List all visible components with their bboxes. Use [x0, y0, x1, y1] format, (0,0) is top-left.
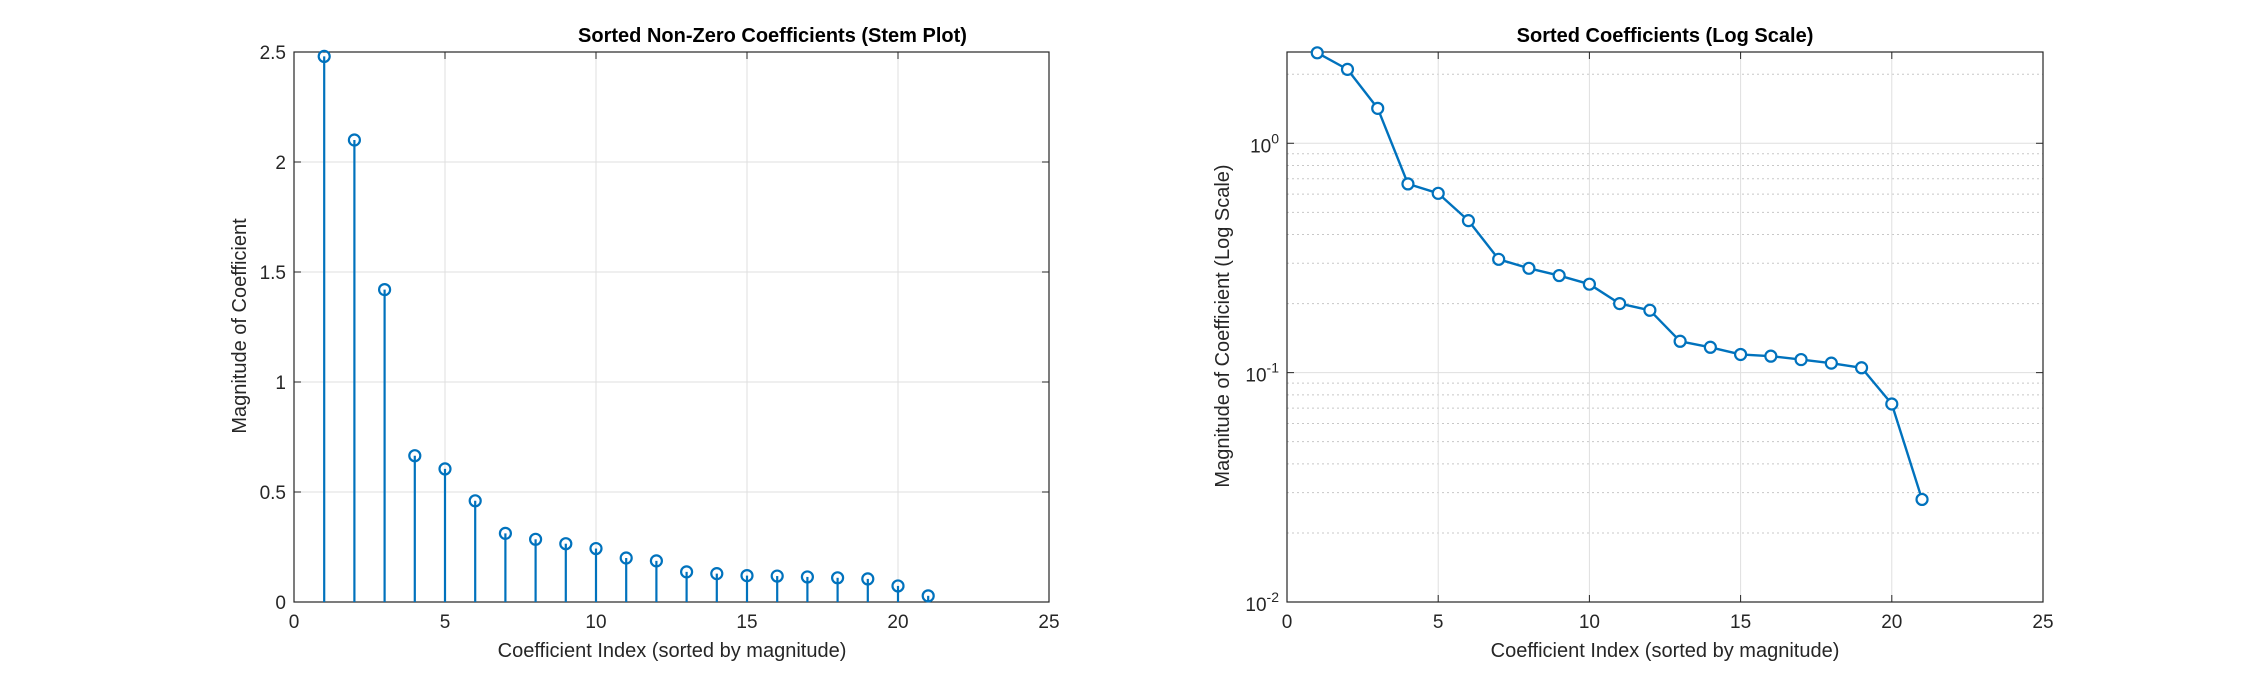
line-marker [1371, 101, 1385, 115]
stem-marker [559, 537, 573, 551]
stem-plot-y-tick-label: 0.5 [260, 483, 286, 504]
stem-marker [861, 572, 875, 586]
log-plot-x-tick-label: 25 [2032, 612, 2053, 633]
line-marker [1522, 261, 1536, 275]
stem-plot-y-label: Magnitude of Coefficient [229, 218, 251, 434]
stem-plot-x-tick-label: 25 [1038, 612, 1059, 633]
stem-plot-x-tick-label: 10 [585, 612, 606, 633]
stem-plot-x-label: Coefficient Index (sorted by magnitude) [498, 640, 847, 662]
stem-plot-plot-area [294, 52, 1049, 602]
stem-plot-x-tick-label: 5 [440, 612, 451, 633]
stem-plot-x-tick-label: 0 [289, 612, 300, 633]
stem-plot-x-tick-label: 20 [887, 612, 908, 633]
stem-marker [830, 571, 845, 585]
log-plot-x-tick-label: 0 [1282, 612, 1293, 633]
log-plot-y-tick-base: 10 [1250, 136, 1271, 157]
stem-plot-title: Sorted Non-Zero Coefficients (Stem Plot) [578, 25, 967, 47]
log-plot-title: Sorted Coefficients (Log Scale) [1517, 25, 1814, 47]
stem-marker [589, 541, 603, 556]
log-plot-y-tick-label: 10-2 [1245, 589, 1279, 616]
stem-marker [649, 554, 664, 568]
stem-marker [800, 570, 815, 584]
log-plot-x-tick-label: 5 [1433, 612, 1444, 633]
log-plot-y-tick-label: 10-1 [1245, 360, 1279, 387]
line-marker [1733, 347, 1748, 362]
line-marker [1854, 361, 1869, 375]
stem-plot-y-tick-label: 0 [275, 593, 286, 614]
line-marker [1552, 268, 1566, 283]
line-marker [1703, 340, 1717, 354]
line-marker [1885, 397, 1899, 411]
log-plot-y-label: Magnitude of Coefficient (Log Scale) [1212, 164, 1234, 487]
line-marker [1310, 46, 1324, 60]
log-plot-y-tick-exponent: -1 [1267, 360, 1280, 376]
log-plot-y-tick-base: 10 [1245, 366, 1266, 387]
stem-plot-y-tick-label: 2 [275, 153, 286, 174]
line-marker [1582, 277, 1597, 291]
log-plot-y-tick-exponent: -2 [1267, 589, 1280, 605]
line-marker [1401, 177, 1415, 191]
log-plot-x-tick-label: 10 [1579, 612, 1600, 633]
log-plot-x-tick-label: 15 [1730, 612, 1751, 633]
line-marker [1915, 492, 1929, 507]
stem-plot-axes-box [293, 51, 1050, 603]
stem-marker [619, 551, 633, 565]
stem-marker [770, 569, 784, 583]
stem-marker [378, 283, 392, 297]
stem-plot-y-tick-label: 2.5 [260, 43, 286, 64]
stem-marker [740, 568, 754, 583]
line-marker [1673, 334, 1687, 348]
stem-marker [921, 589, 935, 603]
stem-marker [498, 526, 512, 540]
log-plot-y-tick-base: 10 [1245, 595, 1266, 616]
stem-plot-x-tick-label: 15 [736, 612, 757, 633]
stem-marker [528, 532, 543, 546]
stem-marker [408, 449, 422, 463]
stem-plot-y-tick-label: 1.5 [260, 263, 286, 284]
line-marker [1461, 214, 1476, 228]
stem-marker [347, 133, 361, 147]
log-plot-axes-box [1286, 51, 2044, 603]
line-marker [1340, 62, 1355, 76]
stem-marker [679, 565, 694, 579]
line-marker [1824, 356, 1838, 370]
line-marker [1492, 252, 1506, 266]
log-plot-x-tick-label: 20 [1881, 612, 1902, 633]
line-marker [1643, 303, 1657, 317]
stem-marker [438, 462, 452, 476]
stem-marker [468, 494, 482, 508]
line-marker [1764, 349, 1778, 363]
log-plot-y-tick-label: 100 [1250, 130, 1279, 157]
line-marker [1794, 352, 1808, 367]
line-marker [1431, 186, 1445, 200]
log-plot-y-tick-exponent: 0 [1271, 130, 1279, 146]
stem-marker [710, 567, 724, 581]
stem-plot-y-tick-label: 1 [275, 373, 286, 394]
stem-marker [891, 579, 905, 593]
log-plot-x-label: Coefficient Index (sorted by magnitude) [1491, 640, 1840, 662]
stem-plot-axes: 0 5 10 15 20 25 0 0.5 1 1.5 2 2.5 Sorted Non-Zero Co… [229, 25, 1060, 662]
stem-marker [317, 49, 331, 64]
line-marker [1613, 296, 1627, 311]
